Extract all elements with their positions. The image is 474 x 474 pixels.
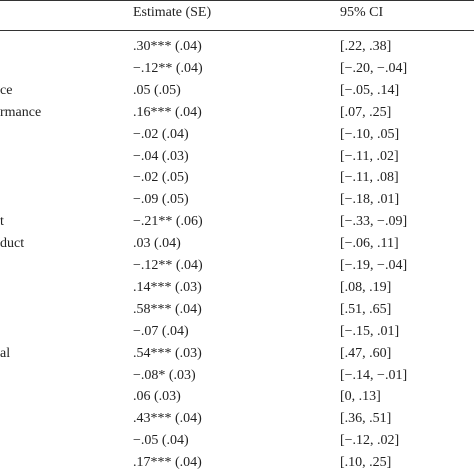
estimate-cell: −.02 (.05) [133, 170, 189, 186]
ci-cell: [−.11, .08] [340, 170, 399, 186]
top-rule [0, 0, 474, 1]
row-label: t [0, 214, 4, 230]
row-label: ce [0, 82, 13, 98]
ci-cell: [−.10, .05] [340, 126, 400, 142]
ci-cell: [.07, .25] [340, 104, 392, 120]
estimate-cell: −.05 (.04) [133, 433, 189, 449]
estimate-cell: .14*** (.03) [133, 279, 202, 295]
ci-cell: [.22, .38] [340, 39, 392, 54]
ci-cell: [−.33, −.09] [340, 214, 408, 230]
ci-cell: [−.06, .11] [340, 236, 399, 252]
estimate-cell: .06 (.03) [133, 389, 181, 405]
estimate-cell: −.07 (.04) [133, 323, 189, 339]
ci-cell: [−.19, −.04] [340, 258, 408, 273]
row-label: rmance [0, 104, 42, 120]
estimate-cell: .54*** (.03) [133, 345, 202, 361]
ci-cell: [.47, .60] [340, 345, 392, 361]
row-label: al [0, 345, 11, 361]
estimate-cell: −.12** (.04) [133, 258, 203, 273]
ci-cell: [−.20, −.04] [340, 60, 408, 76]
ci-cell: [−.12, .02] [340, 433, 400, 449]
estimate-cell: .43*** (.04) [133, 411, 202, 427]
ci-cell: [.51, .65] [340, 301, 392, 317]
ci-cell: [−.11, .02] [340, 148, 399, 164]
estimate-cell: .17*** (.04) [133, 455, 202, 471]
estimate-cell: −.04 (.03) [133, 148, 189, 164]
estimate-cell: −.12** (.04) [133, 60, 203, 76]
ci-cell: [0, .13] [340, 389, 381, 405]
estimate-cell: −.21** (.06) [133, 214, 203, 230]
estimate-cell: −.09 (.05) [133, 192, 189, 208]
ci-cell: [−.18, .01] [340, 192, 400, 208]
ci-cell: [.36, .51] [340, 411, 392, 427]
ci-cell: [.08, .19] [340, 279, 392, 295]
estimate-cell: −.08* (.03) [133, 367, 196, 383]
header-ci: 95% CI [340, 5, 384, 20]
row-label: duct [0, 236, 25, 252]
estimate-cell: .30*** (.04) [133, 39, 202, 54]
ci-cell: [.10, .25] [340, 455, 392, 471]
header-estimate: Estimate (SE) [133, 5, 212, 20]
ci-cell: [−.05, .14] [340, 82, 400, 98]
ci-cell: [−.14, −.01] [340, 367, 408, 383]
estimate-cell: .03 (.04) [133, 236, 181, 252]
estimate-cell: .05 (.05) [133, 82, 181, 98]
header-rule [0, 30, 474, 31]
estimate-cell: .58*** (.04) [133, 301, 202, 317]
estimate-cell: .16*** (.04) [133, 104, 202, 120]
estimate-cell: −.02 (.04) [133, 126, 189, 142]
ci-cell: [−.15, .01] [340, 323, 400, 339]
